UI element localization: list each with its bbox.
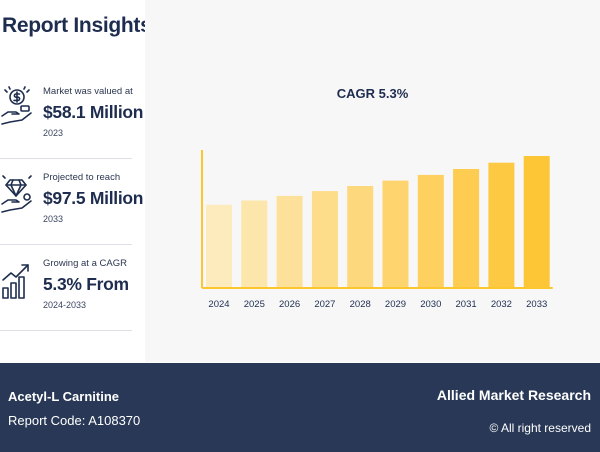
x-tick-label: 2032 bbox=[491, 299, 512, 310]
stat-projection: Projected to reach $97.5 Million 2033 bbox=[0, 158, 143, 245]
x-tick-label: 2026 bbox=[279, 299, 300, 310]
x-tick-label: 2033 bbox=[526, 299, 547, 310]
x-tick-label: 2029 bbox=[385, 299, 406, 310]
diamond-hand-icon bbox=[0, 172, 34, 216]
x-tick-label: 2024 bbox=[208, 299, 229, 310]
bar-2029 bbox=[382, 180, 409, 287]
stat-value: $58.1 Million bbox=[43, 102, 144, 122]
stat-value: $97.5 Million bbox=[43, 188, 144, 208]
chart-panel: CAGR 5.3% 2024 2025 2026 2027 2028 2029 2030 20… bbox=[145, 0, 600, 362]
bar-2031 bbox=[453, 169, 480, 287]
footer: Acetyl-L Carnitine Report Code: A108370 … bbox=[0, 363, 600, 452]
stat-year: 2033 bbox=[43, 214, 64, 224]
bar-2028 bbox=[347, 186, 374, 287]
x-tick-label: 2031 bbox=[456, 299, 477, 310]
stat-cagr: Growing at a CAGR 5.3% From 2024-2033 bbox=[0, 244, 132, 331]
stat-market-value: Market was valued at $58.1 Million 2023 bbox=[0, 72, 143, 159]
chart-title: CAGR 5.3% bbox=[336, 86, 409, 101]
bar-chart: 2024 2025 2026 2027 2028 2029 2030 2031 2032 2033 bbox=[201, 150, 553, 310]
report-code: Report Code: A108370 bbox=[8, 413, 141, 428]
bar-2027 bbox=[311, 191, 338, 287]
bar-2025 bbox=[241, 200, 268, 287]
bar-2033 bbox=[523, 156, 550, 287]
stat-year: 2024-2033 bbox=[43, 300, 87, 310]
bar-2032 bbox=[488, 162, 515, 287]
bar-2030 bbox=[417, 174, 444, 287]
growth-chart-icon bbox=[0, 258, 34, 302]
money-hand-icon bbox=[0, 86, 34, 130]
bar-2024 bbox=[206, 204, 232, 287]
stat-caption: Growing at a CAGR bbox=[43, 258, 127, 269]
page-title: Report Insights bbox=[2, 14, 152, 37]
x-tick-label: 2025 bbox=[244, 299, 265, 310]
copyright-text: © All right reserved bbox=[489, 421, 591, 435]
x-tick-label: 2030 bbox=[420, 299, 441, 310]
bar-2026 bbox=[276, 195, 303, 287]
brand-name: Allied Market Research bbox=[436, 387, 591, 403]
stat-value: 5.3% From bbox=[43, 274, 129, 294]
stat-caption: Projected to reach bbox=[43, 172, 121, 183]
stat-year: 2023 bbox=[43, 128, 64, 138]
product-name: Acetyl-L Carnitine bbox=[8, 389, 120, 404]
stat-caption: Market was valued at bbox=[43, 86, 133, 97]
x-tick-label: 2027 bbox=[314, 299, 335, 310]
x-tick-label: 2028 bbox=[350, 299, 371, 310]
